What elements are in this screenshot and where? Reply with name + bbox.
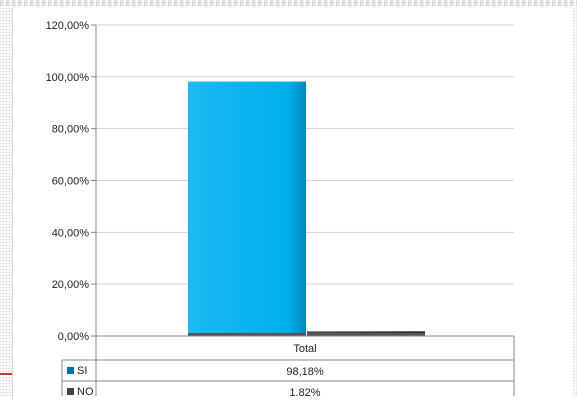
y-tick-label: 40,00% — [52, 227, 90, 239]
legend-swatch-no — [67, 388, 74, 395]
y-tick-label: 80,00% — [52, 124, 90, 136]
data-label-no: 1,82% — [289, 387, 320, 396]
y-tick-label: 20,00% — [52, 279, 90, 291]
bar-base-si — [188, 333, 306, 336]
bar-base-no — [307, 333, 425, 336]
y-tick-label: 120,00% — [46, 20, 90, 32]
legend-label-no: NO — [77, 386, 94, 396]
bar-si — [188, 81, 306, 336]
data-label-si: 98,18% — [286, 366, 324, 378]
y-tick-label: 60,00% — [52, 176, 90, 188]
legend-swatch-si — [67, 367, 74, 374]
y-tick-label: 0,00% — [58, 331, 89, 343]
red-marker — [0, 373, 12, 375]
x-category-label: Total — [293, 343, 316, 355]
data-table: Total SI 98,18% NO 1,82% — [61, 335, 515, 396]
y-tick-label: 100,00% — [46, 72, 90, 84]
y-axis-ticks: 0,00% 20,00% 40,00% 60,00% 80,00% 100,00% 120,… — [46, 20, 96, 343]
top-border — [0, 0, 577, 6]
legend-label-si: SI — [77, 365, 87, 377]
bars — [188, 81, 425, 336]
